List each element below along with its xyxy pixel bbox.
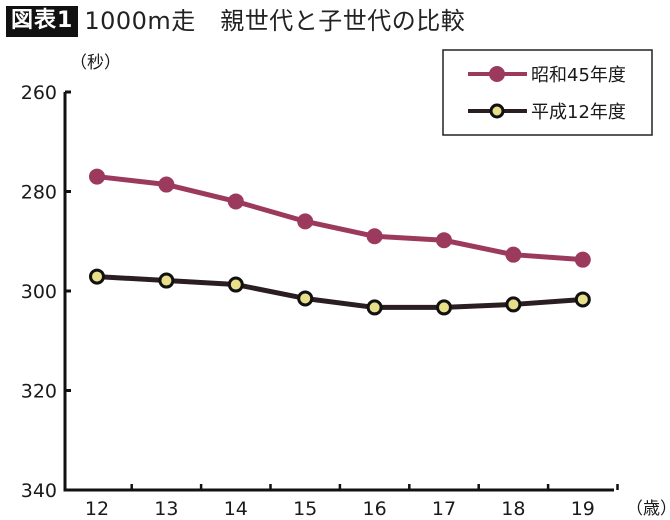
x-tick-label: 19 (571, 498, 595, 520)
data-point (158, 272, 175, 289)
x-tick-label: 18 (501, 498, 525, 520)
data-point (297, 290, 314, 307)
x-tick-label: 17 (432, 498, 456, 520)
data-point (89, 168, 105, 185)
figure-badge: 図表1 (6, 5, 79, 37)
x-tick-label: 14 (224, 498, 248, 520)
legend-label: 平成12年度 (531, 102, 626, 123)
series-showa45 (89, 168, 591, 268)
legend-label: 昭和45年度 (531, 65, 626, 86)
legend-item-showa45: 昭和45年度 (468, 65, 626, 86)
data-point (89, 268, 105, 285)
x-tick-label: 15 (293, 498, 317, 520)
series-line (96, 274, 583, 310)
legend-marker-icon (489, 66, 505, 82)
x-axis-unit: （歳） (626, 499, 670, 519)
chart-title-row: 図表1 1000m走 親世代と子世代の比較 (6, 4, 465, 38)
data-point (366, 299, 383, 316)
x-tick-label: 12 (85, 498, 109, 520)
data-point (297, 213, 314, 230)
data-point (574, 251, 591, 268)
data-point (505, 246, 522, 263)
series-heisei12 (89, 268, 591, 316)
legend-marker-icon (489, 103, 505, 119)
x-tick-label: 13 (154, 498, 178, 520)
chart-title: 1000m走 親世代と子世代の比較 (84, 7, 466, 35)
data-point (366, 228, 383, 245)
legend-box (442, 49, 653, 136)
data-point (436, 232, 452, 249)
y-tick-label: 260 (21, 82, 57, 104)
axes: 260 280 300 320 340 （秒） 12 13 14 15 16 17 18 19 （歳） (21, 53, 670, 520)
series-line (96, 174, 583, 263)
x-tick-label: 16 (363, 498, 387, 520)
y-tick-label: 300 (21, 281, 57, 303)
y-tick-label: 340 (21, 480, 57, 502)
data-point (436, 299, 452, 316)
data-point (574, 291, 591, 308)
legend-item-heisei12: 平成12年度 (468, 102, 626, 123)
data-point (158, 176, 175, 193)
y-tick-label: 320 (21, 381, 57, 403)
series (89, 168, 591, 316)
data-point (505, 296, 522, 313)
data-point (227, 276, 244, 293)
data-point (227, 193, 244, 210)
y-tick-label: 280 (21, 182, 57, 204)
y-axis-unit: （秒） (70, 53, 121, 73)
